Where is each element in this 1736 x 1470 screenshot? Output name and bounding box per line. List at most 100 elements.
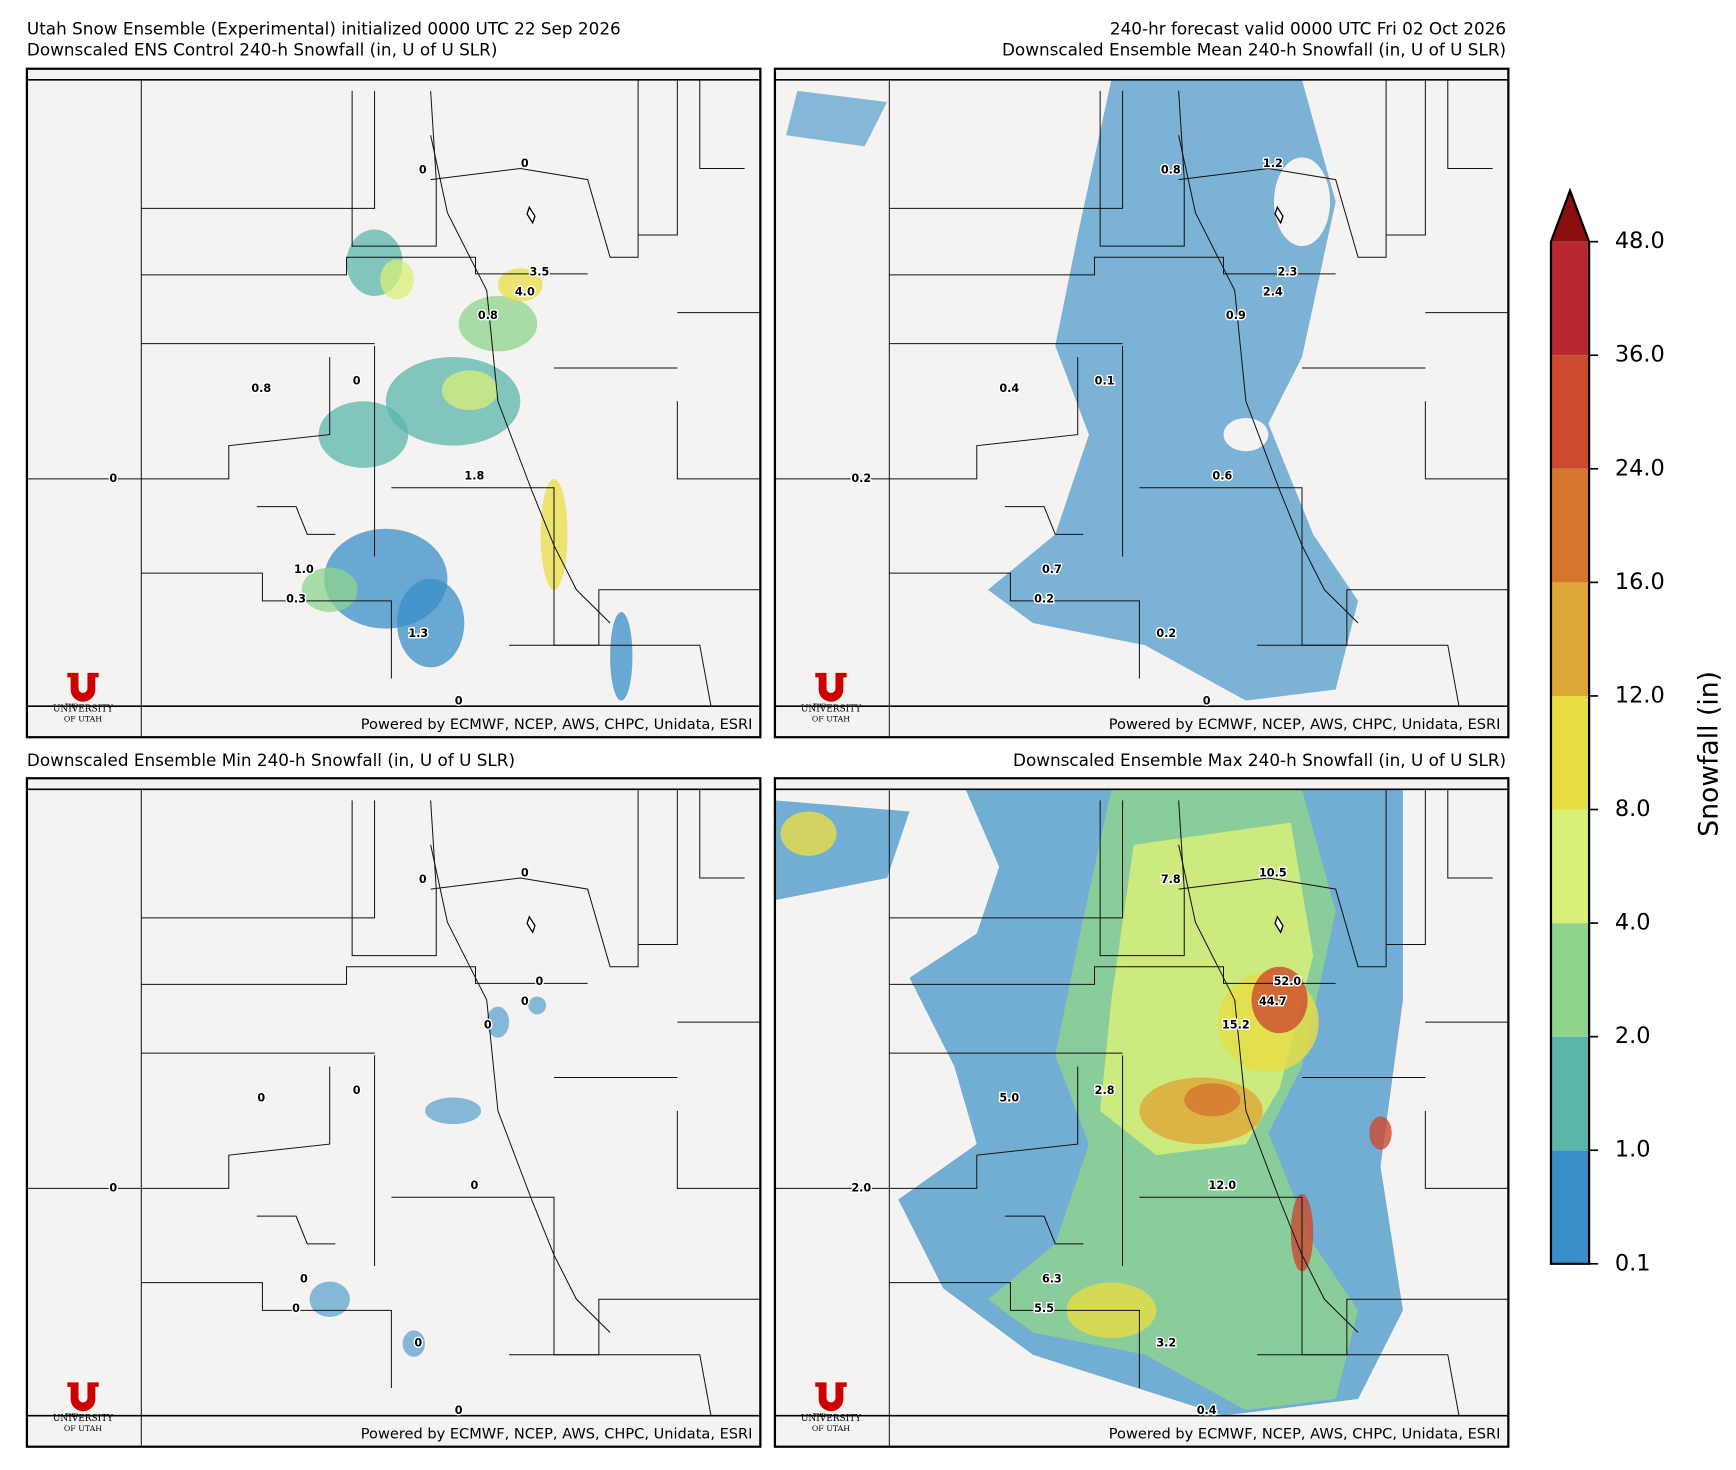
boundary [351,800,437,957]
point-label: 6.3 [1042,1272,1062,1285]
boundary [889,572,1140,679]
logo-text: UNIVERSITY [53,1414,113,1424]
logo-u [815,672,847,702]
snow-area [458,295,538,352]
colorbar-tick-label: 48.0 [1615,228,1665,254]
logo-text: UNIVERSITY [801,705,861,715]
boundary [430,844,611,1333]
boundary [509,644,712,707]
logo-text: THE [813,1413,826,1419]
point-label: 0.6 [1212,470,1232,483]
panels: Downscaled ENS Control 240-h Snowfall (i… [25,40,1510,1448]
boundary [699,79,745,170]
boundary [509,1354,712,1416]
logo-text: OF UTAH [812,1424,850,1433]
colorbar-frame [1549,187,1591,1265]
credit: Powered by ECMWF, NCEP, AWS, CHPC, Unida… [361,717,753,733]
boundary [141,256,375,276]
point-label: 0 [521,157,529,170]
boundary [1424,401,1508,480]
boundary [774,1066,1079,1189]
point-label: 0 [455,695,463,708]
panel-title: Downscaled ENS Control 240-h Snowfall (i… [27,40,498,60]
map-background [26,778,761,1447]
point-label: 0.2 [851,472,871,485]
snow-area [486,1006,510,1038]
snow-area [528,996,547,1015]
point-label: 1.2 [1263,157,1283,170]
point-label: 0 [353,1084,361,1097]
map-panel: 0.8 1.2 2.3 2.4 0.9 0.4 0.1 0.2 0.6 0.7 0.2 0.2 0 Pow… [773,67,1510,739]
colorbar-segment [1550,809,1590,924]
boundary [1004,506,1084,535]
colorbar-segment [1550,1150,1590,1264]
snow-area [786,90,888,147]
boundary [351,90,437,247]
panel-title: Downscaled Ensemble Min 240-h Snowfall (… [27,750,515,770]
point-label: 0 [1203,695,1211,708]
boundary [699,789,745,879]
point-label: 0 [414,1337,422,1350]
boundary [256,1215,336,1245]
boundary [141,966,375,985]
point-label: 52.0 [1274,975,1302,988]
point-label: 4.0 [515,286,535,299]
point-label: 5.5 [1034,1302,1054,1315]
point-label: 2.8 [1095,1084,1115,1097]
point-label: 3.2 [1156,1337,1176,1350]
point-label: 44.7 [1259,995,1287,1008]
point-label: 0.9 [1226,309,1246,322]
lake [526,205,536,225]
logo-u [815,1382,847,1412]
boundary [889,256,1123,276]
boundary [1099,800,1185,957]
point-label: 2.3 [1277,266,1297,279]
snow-area [425,1097,482,1125]
boundary [676,401,760,480]
boundary [1178,79,1387,258]
boundary [256,506,336,535]
boundary [1004,1215,1084,1245]
boundary [430,789,639,968]
point-label: 15.2 [1222,1018,1250,1031]
boundary [1178,789,1387,968]
snow-area [1100,822,1314,1156]
colorbar-segment [1550,695,1590,810]
boundary [141,90,376,209]
header-left: Utah Snow Ensemble (Experimental) initia… [27,18,621,38]
colorbar-tick-label: 24.0 [1615,455,1665,481]
colorbar-tick-label: 4.0 [1615,910,1651,936]
snow-free [1341,406,1375,463]
boundary [638,79,678,236]
snow-area [1369,1116,1392,1150]
point-label: 0 [300,1272,308,1285]
panel-title: Downscaled Ensemble Mean 240-h Snowfall … [1002,40,1506,60]
panel-title: Downscaled Ensemble Max 240-h Snowfall (… [1013,750,1506,770]
point-label: 0 [257,1092,265,1105]
point-label: 0 [455,1404,463,1417]
logo-text: THE [65,703,78,709]
colorbar-tick-label: 36.0 [1615,342,1665,368]
credit: Powered by ECMWF, NCEP, AWS, CHPC, Unida… [1109,1427,1501,1443]
boundary [26,356,331,480]
boundary [1257,1354,1460,1416]
snow-area [380,259,414,300]
boundary [1447,79,1493,170]
snow-area [318,401,409,468]
boundary [638,789,678,946]
snow-area [441,370,498,411]
boundary [1178,844,1359,1333]
lake [1274,205,1284,225]
point-label: 0 [419,164,427,177]
point-label: 12.0 [1209,1179,1237,1192]
boundary [889,800,1124,919]
boundary [1386,789,1426,946]
boundary [141,572,392,679]
boundary [1122,966,1336,984]
point-label: 7.8 [1161,873,1181,886]
point-label: 0 [521,995,529,1008]
lake [1274,915,1284,934]
point-label: 5.0 [999,1092,1019,1105]
boundary [889,1282,1140,1388]
